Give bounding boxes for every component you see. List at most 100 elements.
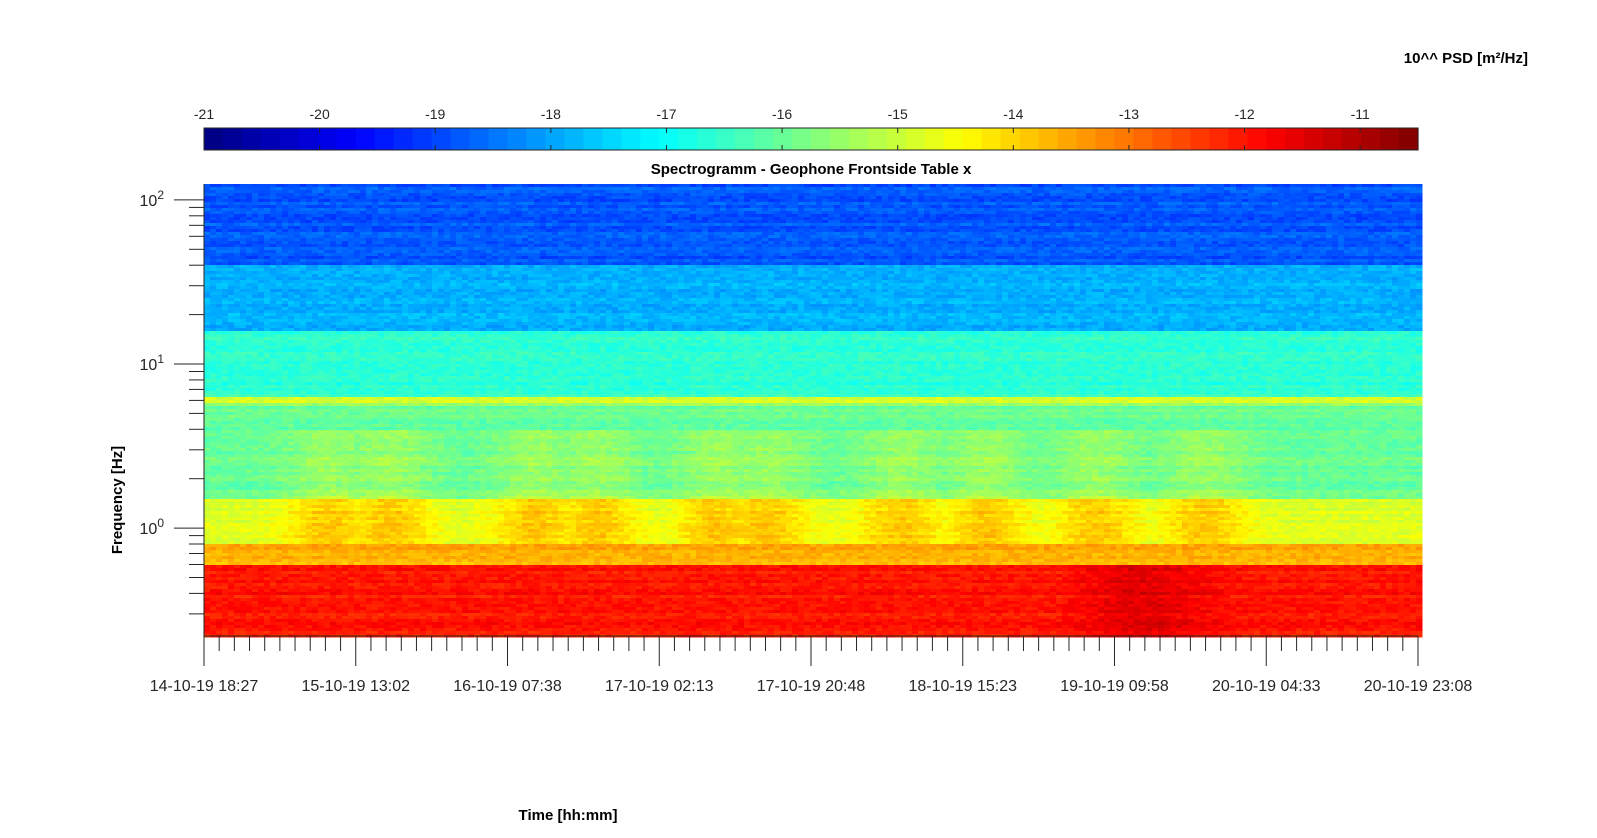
heatmap-cell xyxy=(804,241,811,245)
heatmap-cell xyxy=(216,187,223,191)
heatmap-cell xyxy=(840,253,847,257)
heatmap-cell xyxy=(1320,205,1327,209)
heatmap-cell xyxy=(636,238,643,242)
heatmap-cell xyxy=(702,220,709,224)
heatmap-cell xyxy=(804,250,811,254)
heatmap-cell xyxy=(492,196,499,200)
heatmap-cell xyxy=(276,256,283,260)
heatmap-cell xyxy=(1380,193,1387,197)
heatmap-cell xyxy=(654,238,661,242)
heatmap-cell xyxy=(666,238,673,242)
heatmap-cell xyxy=(330,232,337,236)
heatmap-cell xyxy=(588,226,595,230)
heatmap-cell xyxy=(894,235,901,239)
heatmap-cell xyxy=(1332,196,1339,200)
heatmap-cell xyxy=(474,223,481,227)
heatmap-cell xyxy=(336,250,343,254)
heatmap-cell xyxy=(1212,226,1219,230)
heatmap-cell xyxy=(756,205,763,209)
heatmap-cell xyxy=(1134,238,1141,242)
heatmap-cell xyxy=(264,247,271,251)
heatmap-cell xyxy=(750,211,757,215)
heatmap-cell xyxy=(792,214,799,218)
heatmap-cell xyxy=(1236,187,1243,191)
heatmap-cell xyxy=(642,190,649,194)
heatmap-cell xyxy=(528,232,535,236)
heatmap-cell xyxy=(468,223,475,227)
heatmap-cell xyxy=(1200,247,1207,251)
heatmap-cell xyxy=(546,247,553,251)
heatmap-cell xyxy=(540,214,547,218)
heatmap-cell xyxy=(684,253,691,257)
heatmap-cell xyxy=(1200,193,1207,197)
heatmap-cell xyxy=(1278,220,1285,224)
heatmap-cell xyxy=(696,193,703,197)
heatmap-cell xyxy=(750,235,757,239)
heatmap-cell xyxy=(720,202,727,206)
heatmap-cell xyxy=(384,232,391,236)
heatmap-cell xyxy=(258,247,265,251)
heatmap-cell xyxy=(432,199,439,203)
heatmap-cell xyxy=(870,223,877,227)
heatmap-cell xyxy=(624,226,631,230)
heatmap-cell xyxy=(1056,238,1063,242)
heatmap-cell xyxy=(966,241,973,245)
heatmap-cell xyxy=(1164,211,1171,215)
heatmap-cell xyxy=(1374,235,1381,239)
heatmap-cell xyxy=(990,244,997,248)
heatmap-cell xyxy=(534,247,541,251)
heatmap-cell xyxy=(1020,199,1027,203)
heatmap-cell xyxy=(714,241,721,245)
heatmap-cell xyxy=(408,223,415,227)
heatmap-cell xyxy=(900,241,907,245)
heatmap-cell xyxy=(474,235,481,239)
heatmap-cell xyxy=(330,235,337,239)
heatmap-cell xyxy=(978,247,985,251)
heatmap-cell xyxy=(1302,190,1309,194)
heatmap-cell xyxy=(1398,199,1405,203)
heatmap-cell xyxy=(564,241,571,245)
heatmap-cell xyxy=(402,247,409,251)
heatmap-cell xyxy=(630,199,637,203)
heatmap-cell xyxy=(1356,241,1363,245)
heatmap-cell xyxy=(912,214,919,218)
heatmap-cell xyxy=(1392,229,1399,233)
heatmap-cell xyxy=(1056,187,1063,191)
heatmap-cell xyxy=(438,187,445,191)
heatmap-cell xyxy=(372,208,379,212)
heatmap-cell xyxy=(396,226,403,230)
heatmap-cell xyxy=(1152,202,1159,206)
heatmap-cell xyxy=(378,190,385,194)
heatmap-cell xyxy=(1272,190,1279,194)
heatmap-cell xyxy=(522,208,529,212)
heatmap-cell xyxy=(966,238,973,242)
heatmap-cell xyxy=(972,250,979,254)
heatmap-cell xyxy=(948,184,955,188)
heatmap-cell xyxy=(444,235,451,239)
heatmap-cell xyxy=(882,250,889,254)
heatmap-cell xyxy=(372,247,379,251)
heatmap-cell xyxy=(1410,220,1417,224)
heatmap-cell xyxy=(210,247,217,251)
heatmap-cell xyxy=(726,217,733,221)
heatmap-cell xyxy=(570,187,577,191)
heatmap-cell xyxy=(720,214,727,218)
heatmap-cell xyxy=(738,211,745,215)
heatmap-cell xyxy=(1200,211,1207,215)
heatmap-cell xyxy=(744,223,751,227)
heatmap-cell xyxy=(504,226,511,230)
heatmap-cell xyxy=(1266,241,1273,245)
heatmap-cell xyxy=(1206,202,1213,206)
heatmap-cell xyxy=(1164,229,1171,233)
heatmap-cell xyxy=(630,193,637,197)
heatmap-cell xyxy=(264,187,271,191)
heatmap-cell xyxy=(228,232,235,236)
heatmap-cell xyxy=(714,184,721,188)
heatmap-cell xyxy=(444,232,451,236)
heatmap-cell xyxy=(288,247,295,251)
heatmap-cell xyxy=(1362,253,1369,257)
heatmap-cell xyxy=(1398,220,1405,224)
heatmap-cell xyxy=(960,235,967,239)
heatmap-cell xyxy=(888,241,895,245)
heatmap-cell xyxy=(330,220,337,224)
